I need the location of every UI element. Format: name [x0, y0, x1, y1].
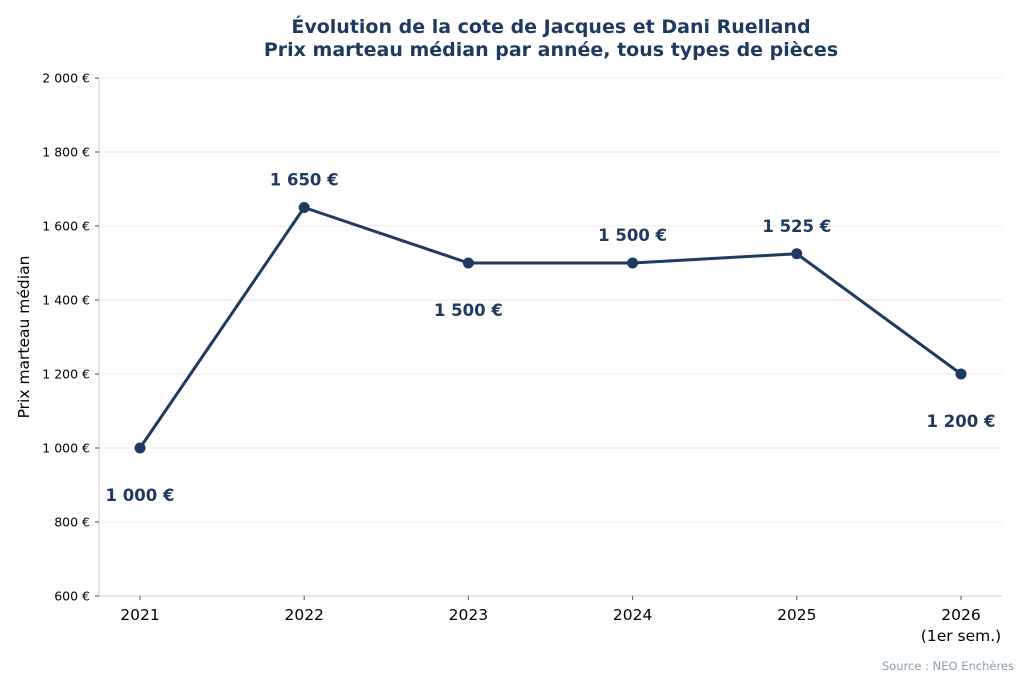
y-axis-ticks: 600 € 800 € 1 000 € 1 200 € 1 400 € 1 600 € 1 …: [42, 71, 99, 604]
y-tick-label: 1 000 €: [42, 441, 90, 456]
source-note: Source : NEO Enchères: [882, 659, 1014, 673]
data-label: 1 000 €: [106, 486, 175, 505]
chart-subtitle: Prix marteau médian par année, tous type…: [264, 39, 838, 61]
grid-lines: [99, 77, 1002, 523]
x-tick-label: 2025: [777, 606, 816, 624]
data-label: 1 650 €: [270, 171, 339, 190]
x-tick-label: 2026: [941, 606, 980, 624]
y-tick-label: 600 €: [54, 589, 90, 604]
data-point: [134, 442, 146, 454]
x-axis-ticks: 2021 2022 2023 2024 2025 2026 (1er sem.): [120, 596, 1001, 645]
series-line: [138, 206, 962, 449]
x-tick-label: 2023: [449, 606, 488, 624]
data-point: [298, 202, 310, 213]
x-tick-sublabel: (1er sem.): [921, 627, 1001, 645]
y-tick-label: 1 800 €: [42, 145, 90, 160]
y-tick-label: 1 600 €: [42, 219, 90, 234]
data-label: 1 500 €: [598, 226, 667, 245]
data-label: 1 525 €: [762, 217, 831, 236]
data-point: [955, 368, 967, 380]
y-axis-label: Prix marteau médian: [15, 256, 33, 419]
x-tick-label: 2022: [284, 606, 323, 624]
data-point: [627, 257, 639, 269]
data-point: [791, 248, 803, 260]
series-median-price: [134, 202, 967, 454]
x-tick-label: 2021: [120, 606, 159, 624]
data-point: [462, 257, 474, 269]
data-label: 1 200 €: [927, 412, 996, 431]
y-tick-label: 800 €: [54, 515, 90, 530]
data-label: 1 500 €: [434, 301, 503, 320]
y-tick-label: 1 400 €: [42, 293, 90, 308]
y-tick-label: 1 200 €: [42, 367, 90, 382]
chart-title: Évolution de la cote de Jacques et Dani …: [291, 15, 810, 38]
y-tick-label: 2 000 €: [42, 71, 90, 86]
data-labels: 1 000 € 1 650 € 1 500 € 1 500 € 1 525 € 1 200…: [106, 171, 996, 506]
x-tick-label: 2024: [613, 606, 652, 624]
